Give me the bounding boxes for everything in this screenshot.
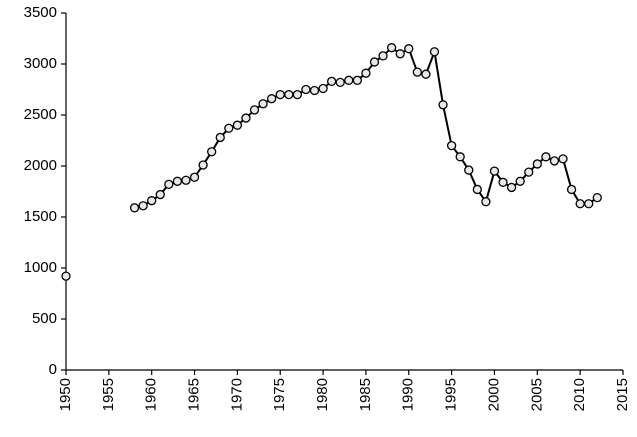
marker (378, 51, 388, 61)
marker (498, 177, 508, 187)
x-tick-label: 1990 (400, 378, 417, 411)
marker (558, 154, 568, 164)
marker (464, 165, 474, 175)
x-tick-label: 1980 (314, 378, 331, 411)
y-tick-label: 3000 (24, 55, 57, 72)
marker (172, 176, 183, 186)
marker (549, 156, 560, 166)
x-tick-label: 1975 (271, 378, 288, 411)
x-tick-label: 2015 (614, 378, 631, 411)
marker (524, 167, 534, 177)
marker (249, 105, 260, 115)
marker (155, 189, 165, 200)
marker (438, 100, 448, 110)
marker (361, 68, 371, 78)
marker (592, 192, 602, 203)
marker (421, 69, 431, 79)
x-tick-label: 1970 (228, 378, 245, 411)
marker (344, 75, 354, 85)
marker (395, 49, 405, 59)
y-tick-label: 0 (49, 361, 57, 378)
marker (575, 199, 585, 209)
x-tick-label: 1985 (357, 378, 374, 411)
marker (472, 184, 482, 195)
marker (232, 120, 243, 130)
x-tick-label: 1965 (186, 378, 203, 411)
marker (386, 43, 397, 53)
marker (506, 182, 517, 193)
marker (198, 160, 208, 170)
marker (301, 84, 311, 95)
marker (352, 75, 363, 85)
y-tick-label: 1000 (24, 259, 57, 276)
marker (532, 159, 542, 169)
marker (326, 76, 337, 86)
marker (189, 172, 200, 182)
marker (541, 152, 551, 162)
y-tick-label: 2000 (24, 157, 57, 174)
marker (215, 132, 225, 143)
x-tick-label: 1955 (100, 378, 117, 411)
marker (335, 77, 345, 88)
x-tick-label: 1960 (143, 378, 160, 411)
marker (369, 57, 380, 67)
marker (275, 89, 285, 100)
marker (129, 203, 140, 213)
marker (455, 152, 465, 162)
marker (584, 199, 594, 209)
marker (412, 67, 422, 77)
marker (164, 179, 174, 190)
marker (292, 89, 303, 100)
marker (258, 99, 268, 109)
marker (489, 166, 500, 176)
marker (284, 89, 294, 100)
x-tick-label: 2010 (571, 378, 588, 411)
marker (429, 47, 440, 57)
marker (309, 85, 320, 96)
y-tick-label: 500 (32, 310, 57, 327)
marker (446, 140, 457, 151)
marker (61, 271, 71, 281)
marker (481, 197, 491, 207)
y-tick-label: 3500 (24, 4, 57, 21)
marker (147, 196, 157, 206)
marker (404, 44, 414, 54)
marker (181, 175, 191, 185)
marker (224, 123, 234, 133)
marker (566, 184, 577, 195)
x-tick-label: 2000 (485, 378, 502, 411)
marker (241, 113, 251, 123)
marker (138, 201, 148, 211)
x-tick-label: 1995 (443, 378, 460, 411)
marker (207, 147, 217, 157)
x-tick-label: 2005 (528, 378, 545, 411)
y-tick-label: 2500 (24, 106, 57, 123)
marker (318, 83, 328, 94)
x-tick-label: 1950 (57, 378, 74, 411)
marker (515, 176, 525, 186)
y-tick-label: 1500 (24, 208, 57, 225)
marker (267, 94, 277, 104)
